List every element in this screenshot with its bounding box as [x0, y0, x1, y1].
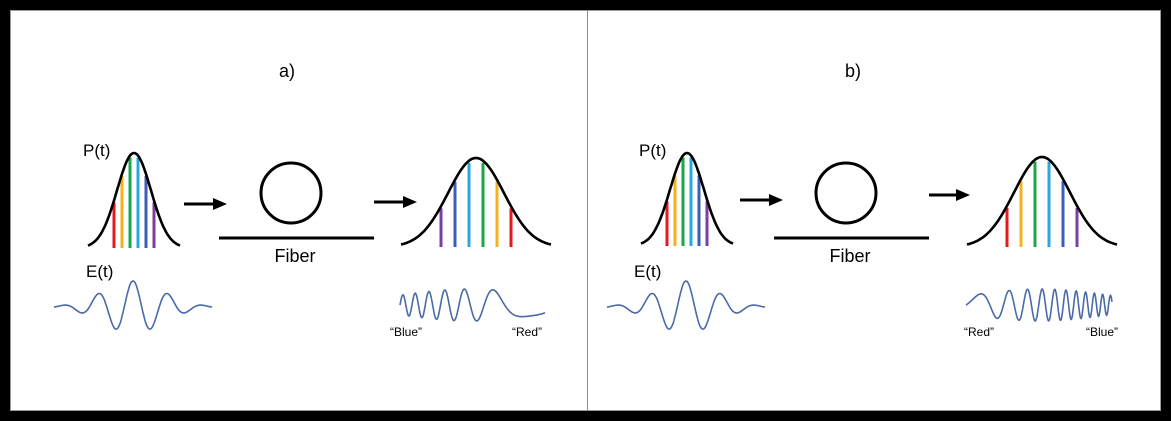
panel-a-input-spectrum-lines [112, 157, 156, 248]
panel-b-output-field-wave [965, 288, 1113, 322]
panel-divider [587, 10, 588, 411]
panel-b-pulse-label: P(t) [639, 141, 666, 160]
panel-a: a) P(t) E(t) Fiber “Blue” “Red” [53, 61, 552, 339]
panel-a-input-pulse-envelope [87, 151, 181, 247]
panel-b-input-spectrum-lines [665, 157, 709, 246]
panel-a-output-field-wave [399, 288, 546, 322]
panel-a-pulse-label: P(t) [83, 141, 110, 160]
panel-b-input-field-wave [606, 280, 766, 330]
panel-b-input-pulse-envelope [640, 151, 734, 245]
panel-a-label: a) [279, 61, 295, 81]
panel-b-output-right-label: “Blue” [1086, 325, 1118, 339]
panel-a-output-pulse-envelope [400, 156, 552, 246]
panel-a-output-spectrum-lines [439, 162, 513, 247]
panel-a-arrow-2 [374, 196, 417, 208]
panel-b-output-pulse-envelope [966, 155, 1118, 246]
panel-b-fiber-loop [774, 161, 929, 240]
panel-b: b) P(t) E(t) Fiber “Red” “Blue” [606, 61, 1118, 339]
panel-b-arrow-2 [929, 189, 970, 201]
figure-frame [10, 10, 1161, 411]
panel-a-fiber-label: Fiber [274, 246, 315, 266]
panel-a-field-label: E(t) [86, 262, 113, 281]
panel-a-arrow-1 [184, 198, 227, 210]
panel-a-output-left-label: “Blue” [390, 325, 422, 339]
panel-b-output-spectrum-lines [1005, 161, 1079, 247]
panel-b-output-left-label: “Red” [964, 325, 994, 339]
panel-b-fiber-label: Fiber [829, 246, 870, 266]
panel-b-arrow-1 [740, 194, 783, 206]
panel-a-output-right-label: “Red” [512, 325, 542, 339]
panel-b-field-label: E(t) [634, 262, 661, 281]
panel-a-fiber-loop [219, 161, 374, 240]
panel-b-label: b) [845, 61, 861, 81]
panel-a-input-field-wave [53, 280, 213, 330]
